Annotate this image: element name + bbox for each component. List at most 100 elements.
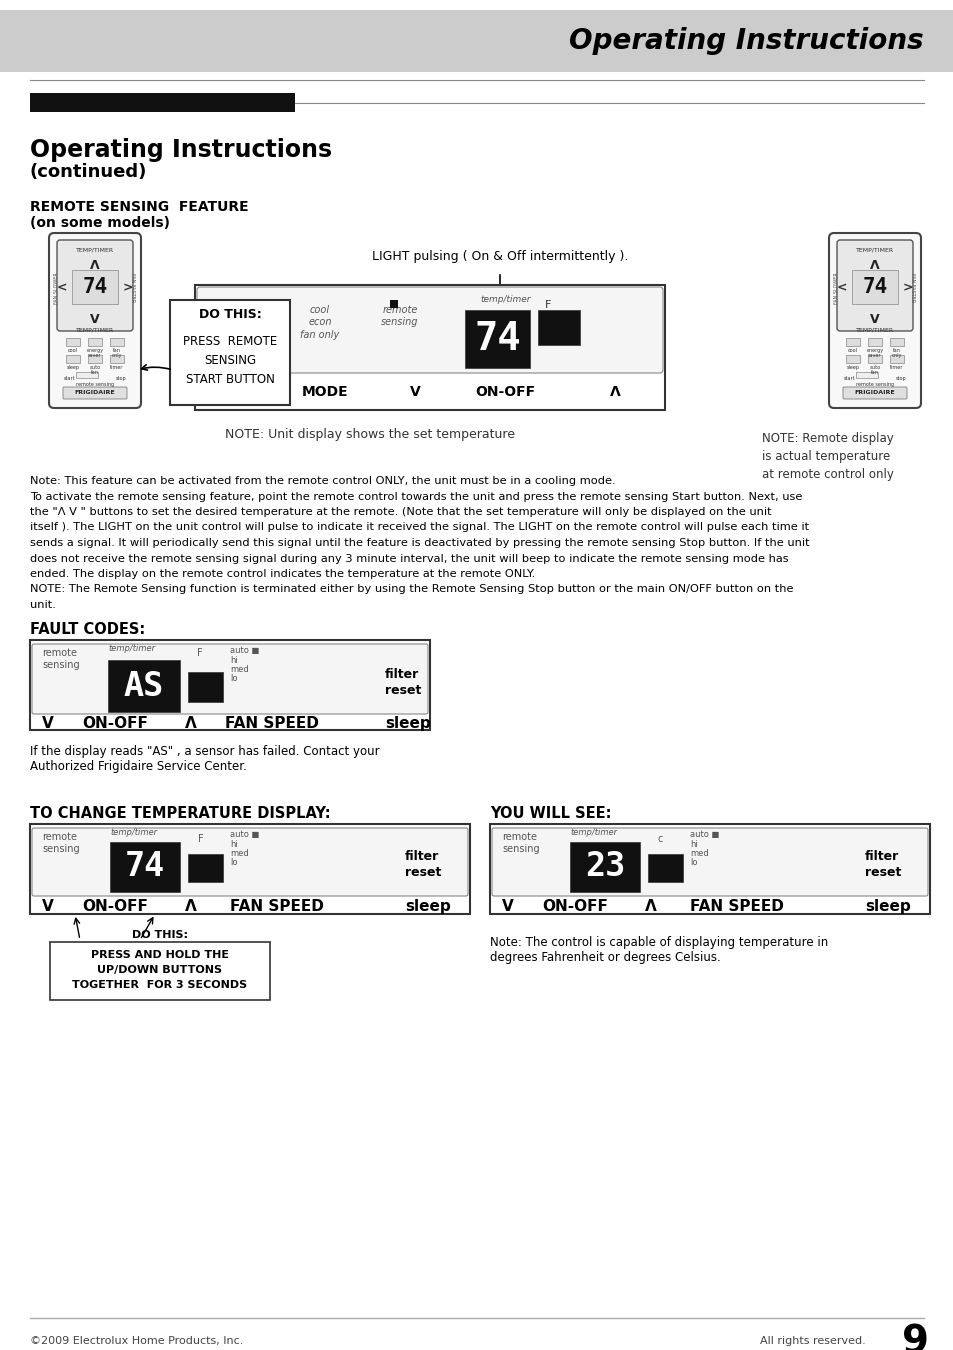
Text: clean
air: clean air: [250, 325, 292, 356]
Text: energy
saver: energy saver: [865, 348, 882, 358]
Text: timer: timer: [250, 385, 283, 398]
Text: TOGETHER  FOR 3 SECONDS: TOGETHER FOR 3 SECONDS: [72, 980, 247, 990]
Text: remote
sensing: remote sensing: [42, 832, 79, 855]
Text: F: F: [544, 300, 551, 310]
Text: remote
sensing: remote sensing: [501, 832, 539, 855]
Text: sends a signal. It will periodically send this signal until the feature is deact: sends a signal. It will periodically sen…: [30, 539, 809, 548]
Text: temp/timer: temp/timer: [569, 828, 617, 837]
Text: filter
reset: filter reset: [405, 850, 441, 879]
FancyBboxPatch shape: [57, 240, 132, 331]
Text: hi: hi: [230, 840, 237, 849]
Text: temp/timer: temp/timer: [110, 828, 157, 837]
Text: TEMP/TIMER: TEMP/TIMER: [855, 248, 893, 252]
Text: FAN SPEED: FAN SPEED: [225, 716, 318, 730]
Text: NOTE: Unit display shows the set temperature: NOTE: Unit display shows the set tempera…: [225, 428, 515, 441]
Text: FRIGIDAIRE: FRIGIDAIRE: [74, 390, 115, 396]
Text: ON-OFF: ON-OFF: [82, 899, 148, 914]
Text: auto ■: auto ■: [230, 830, 259, 838]
Text: DO THIS:: DO THIS:: [132, 930, 188, 940]
Text: If the display reads "AS" , a sensor has failed. Contact your: If the display reads "AS" , a sensor has…: [30, 745, 379, 757]
Text: sleep: sleep: [405, 899, 450, 914]
Text: the "Λ V " buttons to set the desired temperature at the remote. (Note that the : the "Λ V " buttons to set the desired te…: [30, 508, 771, 517]
Text: temp/timer: temp/timer: [108, 644, 155, 653]
Text: filter
reset: filter reset: [864, 850, 901, 879]
Text: 74: 74: [125, 850, 165, 883]
Text: NOTE: Remote display
is actual temperature
at remote control only: NOTE: Remote display is actual temperatu…: [761, 432, 893, 481]
Text: V: V: [869, 313, 879, 325]
Bar: [855, 373, 877, 378]
Text: 74: 74: [862, 277, 886, 297]
Bar: [88, 355, 102, 363]
Text: start: start: [843, 377, 855, 381]
Text: stop: stop: [895, 377, 905, 381]
Bar: [194, 285, 664, 410]
Text: FAN SLOWER: FAN SLOWER: [54, 273, 59, 304]
Text: ON-OFF: ON-OFF: [82, 716, 148, 730]
Text: ended. The display on the remote control indicates the temperature at the remote: ended. The display on the remote control…: [30, 568, 535, 579]
Text: (on some models): (on some models): [30, 216, 170, 230]
Text: med: med: [689, 849, 708, 859]
Text: >: >: [123, 282, 133, 294]
Text: lo: lo: [689, 859, 697, 867]
Bar: [30, 640, 430, 730]
Text: auto
fan: auto fan: [868, 364, 880, 375]
Text: 9: 9: [901, 1323, 928, 1350]
Text: All rights reserved.: All rights reserved.: [760, 1336, 864, 1346]
Bar: [188, 855, 223, 882]
Text: Λ: Λ: [185, 899, 196, 914]
Text: F: F: [196, 648, 202, 657]
Text: Λ: Λ: [91, 259, 100, 271]
Bar: [170, 300, 290, 405]
FancyBboxPatch shape: [828, 234, 920, 408]
Text: auto ■: auto ■: [230, 647, 259, 655]
Text: ON-OFF: ON-OFF: [475, 385, 535, 400]
Text: YOU WILL SEE:: YOU WILL SEE:: [490, 806, 611, 821]
Bar: [845, 355, 859, 363]
Text: timer: timer: [889, 364, 902, 370]
Text: FRIGIDAIRE: FRIGIDAIRE: [854, 390, 894, 396]
Text: (continued): (continued): [30, 163, 147, 181]
FancyBboxPatch shape: [851, 270, 897, 304]
Bar: [845, 338, 859, 346]
Text: Operating Instructions: Operating Instructions: [30, 138, 332, 162]
Bar: [110, 842, 180, 892]
Bar: [867, 355, 882, 363]
Text: lo: lo: [230, 674, 237, 683]
Text: Note: This feature can be activated from the remote control ONLY, the unit must : Note: This feature can be activated from…: [30, 477, 615, 486]
Text: TEMP/TIMER: TEMP/TIMER: [76, 327, 114, 332]
FancyBboxPatch shape: [842, 387, 906, 400]
Text: V: V: [42, 899, 53, 914]
Text: >: >: [902, 282, 912, 294]
Text: FAN FASTER: FAN FASTER: [909, 274, 915, 302]
Bar: [867, 338, 882, 346]
Text: Λ: Λ: [609, 385, 619, 400]
Text: sleep: sleep: [385, 716, 431, 730]
Text: lo: lo: [230, 859, 237, 867]
Text: sleep: sleep: [864, 899, 910, 914]
Text: filter
reset: filter reset: [385, 668, 421, 697]
Bar: [490, 824, 929, 914]
Text: ON-OFF: ON-OFF: [541, 899, 607, 914]
FancyBboxPatch shape: [196, 288, 662, 373]
Text: TEMP/TIMER: TEMP/TIMER: [76, 248, 114, 252]
Text: Λ: Λ: [644, 899, 656, 914]
Text: 74: 74: [82, 277, 108, 297]
Text: cool: cool: [68, 348, 78, 352]
Text: Note: The control is capable of displaying temperature in: Note: The control is capable of displayi…: [490, 936, 827, 949]
Text: To activate the remote sensing feature, point the remote control towards the uni: To activate the remote sensing feature, …: [30, 491, 801, 501]
Bar: [569, 842, 639, 892]
Text: FAN SLOWER: FAN SLOWER: [834, 273, 839, 304]
Text: V: V: [501, 899, 514, 914]
Text: Authorized Frigidaire Service Center.: Authorized Frigidaire Service Center.: [30, 760, 247, 774]
Text: cool
econ
fan only: cool econ fan only: [300, 305, 339, 340]
Text: V: V: [91, 313, 100, 325]
Text: DO THIS:: DO THIS:: [198, 308, 261, 321]
Text: 74: 74: [474, 320, 520, 358]
FancyBboxPatch shape: [492, 828, 927, 896]
Text: hi: hi: [230, 656, 237, 666]
Text: hi: hi: [689, 840, 697, 849]
Bar: [110, 355, 124, 363]
Text: auto
fan: auto fan: [90, 364, 100, 375]
Bar: [88, 338, 102, 346]
Text: V: V: [42, 716, 53, 730]
